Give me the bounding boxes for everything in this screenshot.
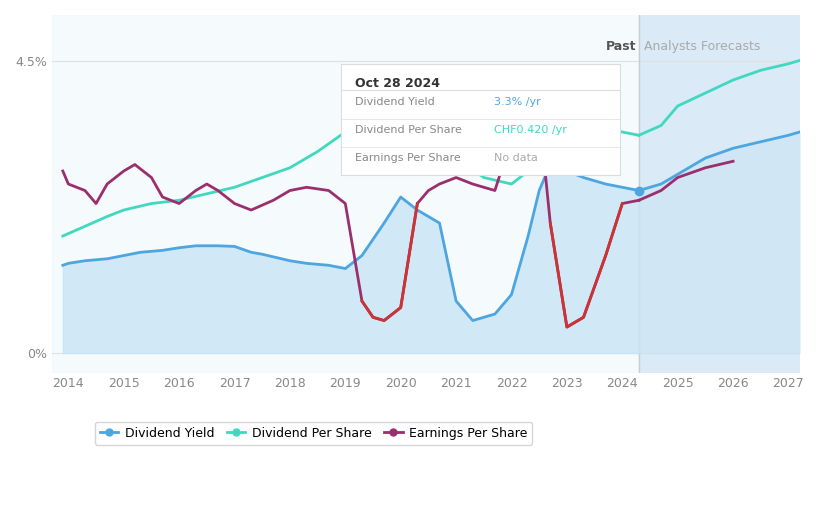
Bar bbox=[639, 15, 800, 372]
Text: CHF0.420 /yr: CHF0.420 /yr bbox=[494, 125, 567, 135]
Legend: Dividend Yield, Dividend Per Share, Earnings Per Share: Dividend Yield, Dividend Per Share, Earn… bbox=[94, 422, 532, 445]
Text: Dividend Per Share: Dividend Per Share bbox=[355, 125, 461, 135]
Text: Oct 28 2024: Oct 28 2024 bbox=[355, 77, 440, 90]
Text: No data: No data bbox=[494, 153, 538, 163]
Text: Analysts Forecasts: Analysts Forecasts bbox=[644, 40, 761, 53]
Text: Past: Past bbox=[606, 40, 636, 53]
Bar bbox=[52, 15, 639, 372]
Text: 3.3% /yr: 3.3% /yr bbox=[494, 97, 541, 107]
Text: Earnings Per Share: Earnings Per Share bbox=[355, 153, 461, 163]
Text: Dividend Yield: Dividend Yield bbox=[355, 97, 434, 107]
